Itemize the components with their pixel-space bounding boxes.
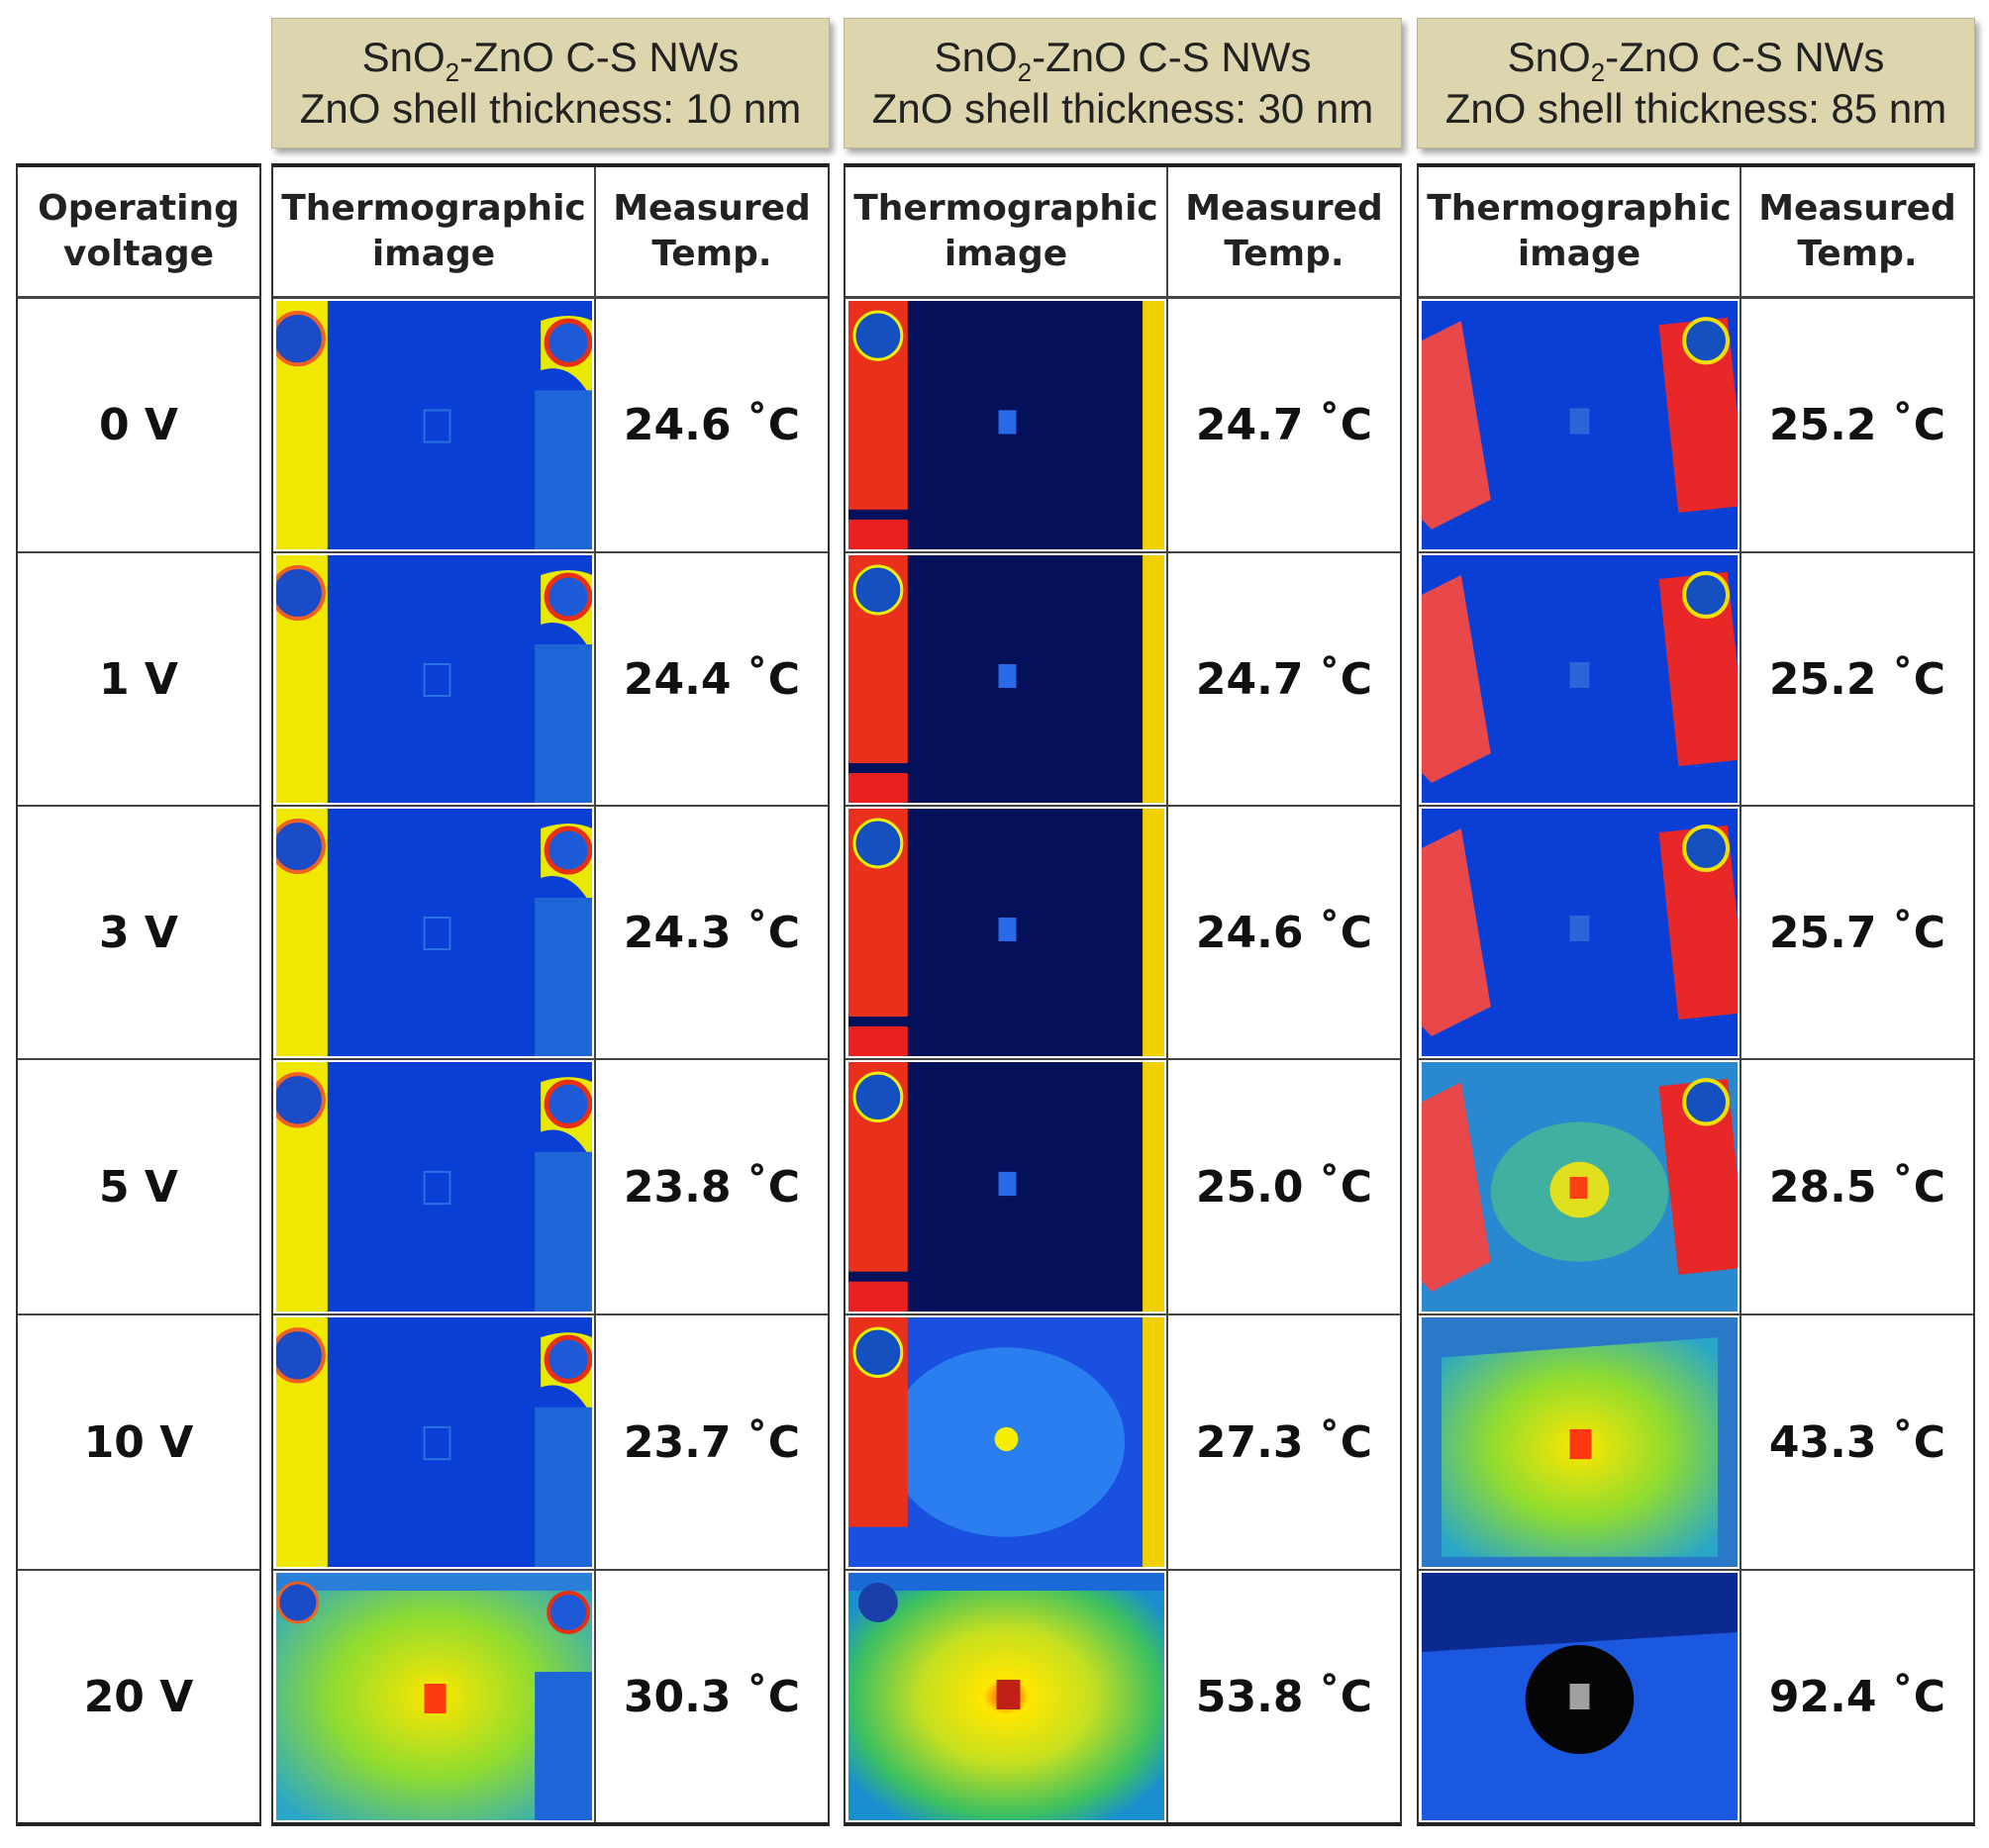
measured-temp-cell: 92.4 ˚C — [1768, 1671, 1946, 1722]
thermographic-image — [1422, 1317, 1738, 1567]
measured-temp-cell: 43.3 ˚C — [1768, 1416, 1946, 1468]
measured-temp-cell: 28.5 ˚C — [1768, 1161, 1946, 1213]
measured-temp-cell: 23.7 ˚C — [623, 1416, 801, 1468]
group-title: SnO2-ZnO C-S NWs — [934, 34, 1312, 87]
thermographic-image — [276, 1062, 592, 1312]
thermographic-image — [276, 555, 592, 803]
thermographic-image — [848, 809, 1164, 1056]
voltage-cell: 0 V — [99, 400, 178, 450]
voltage-cell: 3 V — [99, 907, 178, 958]
measured-temp-cell: 53.8 ˚C — [1195, 1671, 1373, 1722]
thermographic-image — [848, 1573, 1164, 1820]
measured-temp-cell: 24.6 ˚C — [623, 400, 801, 450]
voltage-cell: 5 V — [99, 1161, 178, 1213]
voltage-cell: 20 V — [83, 1671, 194, 1722]
thermographic-image — [276, 809, 592, 1056]
measured-temp-header: Measured Temp. — [613, 188, 811, 274]
group-header-85nm: SnO2-ZnO C-S NWs ZnO shell thickness: 85… — [1417, 18, 1975, 148]
measured-temp-cell: 25.0 ˚C — [1195, 1161, 1373, 1213]
thermographic-image — [276, 1317, 592, 1567]
measured-temp-cell: 23.8 ˚C — [623, 1161, 801, 1213]
thermographic-image — [1422, 1573, 1738, 1820]
measured-temp-cell: 24.7 ˚C — [1195, 653, 1373, 705]
voltage-cell: 1 V — [99, 653, 178, 705]
thermographic-image — [848, 301, 1164, 549]
group-subtitle: ZnO shell thickness: 85 nm — [1444, 85, 1947, 132]
measured-temp-cell: 24.7 ˚C — [1195, 400, 1373, 450]
group-header-30nm: SnO2-ZnO C-S NWs ZnO shell thickness: 30… — [844, 18, 1402, 148]
measured-temp-cell: 24.4 ˚C — [623, 653, 801, 705]
voltage-table: Operating voltage 0 V 1 V 3 V 5 V 10 V 20… — [16, 163, 261, 1826]
thermographic-image — [1422, 809, 1738, 1056]
group-table-85nm: Thermographic image Measured Temp. 25.2 ˚C 25… — [1417, 163, 1975, 1826]
measured-temp-cell: 24.6 ˚C — [1195, 907, 1373, 958]
thermographic-image — [848, 555, 1164, 803]
measured-temp-header: Measured Temp. — [1185, 188, 1383, 274]
group-subtitle: ZnO shell thickness: 10 nm — [299, 85, 802, 132]
thermographic-image-header: Thermographic image — [281, 188, 586, 274]
measured-temp-cell: 30.3 ˚C — [623, 1671, 801, 1722]
group-title: SnO2-ZnO C-S NWs — [361, 34, 740, 87]
measured-temp-cell: 27.3 ˚C — [1195, 1416, 1373, 1468]
measured-temp-cell: 25.2 ˚C — [1768, 653, 1946, 705]
group-subtitle: ZnO shell thickness: 30 nm — [871, 85, 1374, 132]
thermographic-image — [848, 1317, 1164, 1567]
group-header-10nm: SnO2-ZnO C-S NWs ZnO shell thickness: 10… — [271, 18, 830, 148]
thermographic-image-header: Thermographic image — [1427, 188, 1732, 274]
thermographic-image — [276, 1573, 592, 1820]
thermographic-image — [1422, 301, 1738, 549]
measured-temp-cell: 25.7 ˚C — [1768, 907, 1946, 958]
thermographic-image — [1422, 1062, 1738, 1312]
thermographic-image — [848, 1062, 1164, 1312]
group-title: SnO2-ZnO C-S NWs — [1507, 34, 1885, 87]
voltage-column-header: Operating voltage — [38, 188, 240, 274]
measured-temp-cell: 25.2 ˚C — [1768, 400, 1946, 450]
thermographic-image-header: Thermographic image — [853, 188, 1158, 274]
group-table-10nm: Thermographic image Measured Temp. 24.6 ˚C 24… — [271, 163, 830, 1826]
thermographic-image — [276, 301, 592, 549]
measured-temp-header: Measured Temp. — [1758, 188, 1956, 274]
thermographic-image — [1422, 555, 1738, 803]
voltage-cell: 10 V — [83, 1416, 194, 1468]
group-table-30nm: Thermographic image Measured Temp. 24.7 ˚C 24… — [844, 163, 1402, 1826]
measured-temp-cell: 24.3 ˚C — [623, 907, 801, 958]
